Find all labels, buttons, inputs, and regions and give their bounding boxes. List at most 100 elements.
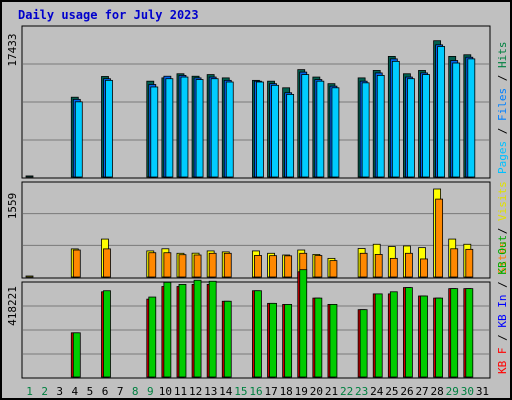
bar-kbytes-kb-out xyxy=(223,300,232,378)
x-tick-label: 17 xyxy=(264,385,277,398)
chart-title: Daily usage for July 2023 xyxy=(18,8,199,22)
bar-kbytes-kb-out xyxy=(103,290,111,378)
bar-kbytes-kb-out xyxy=(450,288,459,378)
bar-visits-sites xyxy=(374,254,383,278)
bar-visits-sites xyxy=(178,254,187,278)
x-tick-label: 1 xyxy=(26,385,33,398)
legend-hits: Pages / Files / Hits xyxy=(496,42,509,175)
bar-hits-pages xyxy=(165,78,174,178)
legend-entry: KB F xyxy=(496,348,509,375)
x-tick-label: 28 xyxy=(431,385,444,398)
bar-hits-pages xyxy=(407,78,415,178)
legend-entry: Sites xyxy=(496,241,509,274)
x-tick-label: 19 xyxy=(295,385,308,398)
bar-kbytes-kb-out xyxy=(329,304,338,378)
bar-kbytes-kb-out xyxy=(299,269,308,378)
ymax-label-hits: 17433 xyxy=(6,33,19,66)
bar-visits-sites xyxy=(435,198,444,278)
bar-visits-sites xyxy=(359,252,368,278)
legend-entry: Pages xyxy=(496,141,509,174)
x-tick-label: 6 xyxy=(102,385,109,398)
bar-visits-sites xyxy=(72,249,81,278)
bar-kbytes-kb-out xyxy=(465,288,474,378)
legend-entry: / xyxy=(496,275,509,295)
legend-entry: KB Out xyxy=(496,235,509,275)
x-tick-label: 13 xyxy=(204,385,217,398)
x-tick-label: 20 xyxy=(310,385,323,398)
bar-visits-sites xyxy=(314,255,323,278)
bar-kbytes-kb-out xyxy=(163,281,172,378)
x-tick-label: 30 xyxy=(461,385,474,398)
bar-kbytes-kb-out xyxy=(148,296,157,378)
bar-kbytes-kb-out xyxy=(178,284,187,378)
bar-kbytes-kb-out xyxy=(208,280,217,378)
bar-hits-pages xyxy=(256,81,264,178)
x-tick-label: 9 xyxy=(147,385,154,398)
bar-hits-pages xyxy=(286,93,295,178)
bar-hits-pages xyxy=(452,62,461,178)
legend-entry: / xyxy=(496,121,509,141)
x-tick-label: 16 xyxy=(249,385,262,398)
bar-visits-sites xyxy=(465,248,474,278)
bar-kbytes-kb-out xyxy=(374,293,383,378)
bar-hits-pages xyxy=(105,79,113,178)
bar-hits-pages xyxy=(437,46,446,178)
bar-visits-sites xyxy=(405,252,413,278)
bar-visits-sites xyxy=(329,260,338,278)
bar-visits-sites xyxy=(450,248,459,278)
bar-hits-pages xyxy=(331,87,340,178)
bar-kbytes-kb-out xyxy=(435,297,444,378)
bar-visits-sites xyxy=(223,252,232,278)
x-tick-label: 27 xyxy=(415,385,428,398)
bar-hits-pages xyxy=(271,84,279,178)
bar-visits-sites xyxy=(389,257,398,278)
x-tick-label: 29 xyxy=(446,385,459,398)
legend-entry: Visits xyxy=(496,181,509,221)
legend-entry: / xyxy=(496,221,509,241)
legend-kbytes: KB F / KB In / KB Out xyxy=(496,235,509,374)
x-tick-label: 18 xyxy=(280,385,293,398)
bar-hits-pages xyxy=(74,101,83,178)
bar-visits-sites xyxy=(254,255,262,278)
bar-kbytes-kb-out xyxy=(389,291,398,378)
bar-hits-pages xyxy=(210,78,219,178)
bar-kbytes-kb-out xyxy=(269,302,277,378)
bar-visits-sites xyxy=(284,255,293,278)
bar-visits-sites xyxy=(420,258,428,278)
x-tick-label: 7 xyxy=(117,385,124,398)
legend-entry: Files xyxy=(496,88,509,121)
bar-hits-pages xyxy=(361,82,370,178)
bar-kbytes-kb-out xyxy=(359,309,368,378)
bar-hits-pages xyxy=(225,81,234,178)
bar-hits-pages xyxy=(467,58,476,178)
x-tick-label: 5 xyxy=(87,385,94,398)
x-tick-label: 25 xyxy=(385,385,398,398)
bar-hits-hits xyxy=(25,175,34,178)
bar-kbytes-kb-out xyxy=(193,279,202,378)
bar-hits-pages xyxy=(180,76,189,178)
bar-hits-pages xyxy=(195,79,204,178)
x-tick-label: 3 xyxy=(56,385,63,398)
bar-hits-pages xyxy=(150,86,159,178)
bar-visits-sites xyxy=(163,252,172,278)
bar-kbytes-kb-out xyxy=(284,304,293,378)
x-tick-label: 24 xyxy=(370,385,384,398)
bar-hits-pages xyxy=(391,60,400,178)
bar-kbytes-kb-out xyxy=(420,295,428,378)
bar-visits-sites xyxy=(103,248,111,278)
legend-entry: KB In xyxy=(496,295,509,328)
x-tick-label: 22 xyxy=(340,385,353,398)
bar-hits-pages xyxy=(316,80,325,178)
legend-entry: / xyxy=(496,328,509,348)
bar-visits-sites xyxy=(208,252,217,278)
x-tick-label: 26 xyxy=(400,385,413,398)
x-tick-label: 12 xyxy=(189,385,202,398)
x-tick-label: 2 xyxy=(41,385,48,398)
x-tick-label: 11 xyxy=(174,385,187,398)
x-tick-label: 4 xyxy=(72,385,79,398)
bar-visits-visits xyxy=(25,275,34,278)
x-tick-label: 14 xyxy=(219,385,233,398)
bar-visits-sites xyxy=(193,254,202,278)
x-tick-label: 31 xyxy=(476,385,489,398)
